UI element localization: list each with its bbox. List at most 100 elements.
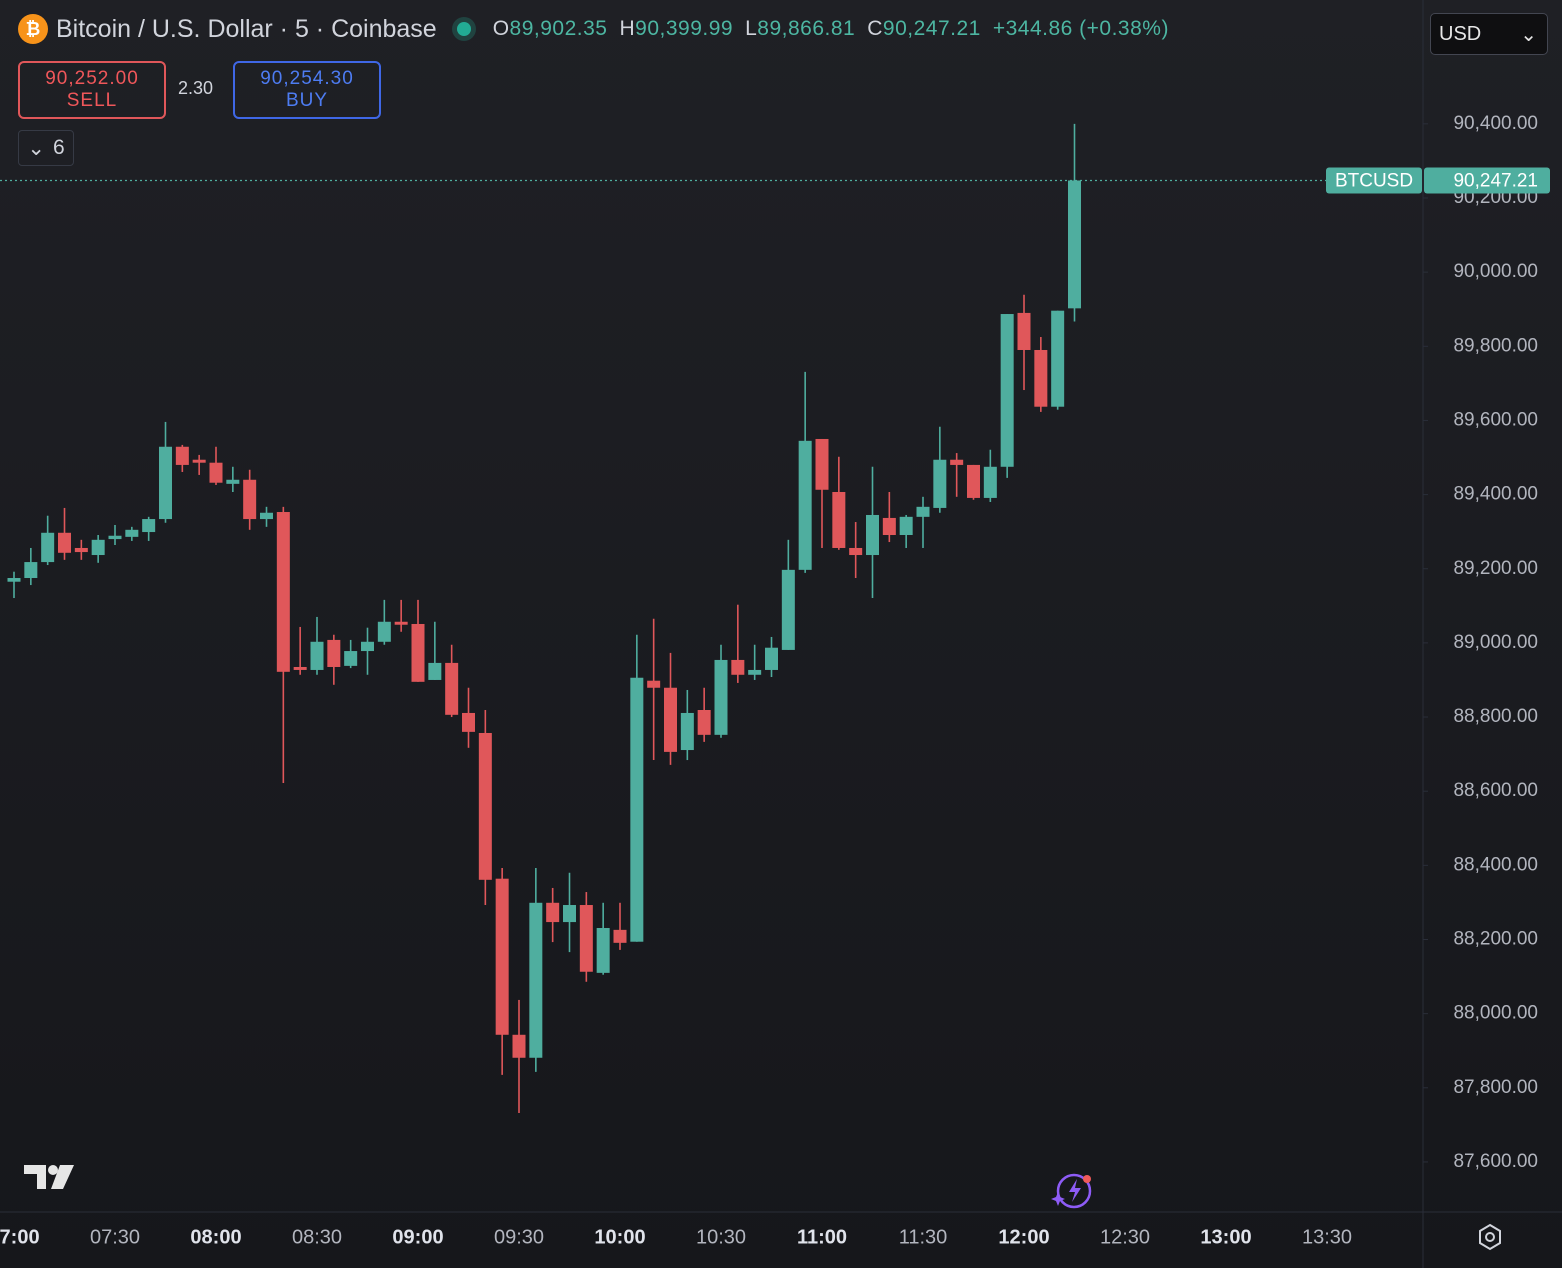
x-tick-label: 12:30 (1100, 1226, 1150, 1248)
candle-body (125, 529, 139, 537)
x-tick-label: 08:30 (292, 1226, 342, 1248)
candle-body (91, 539, 105, 556)
y-axis: 87,600.00 87,800.00 88,000.00 88,200.00 88,4… (1423, 113, 1538, 1172)
candle-body (428, 662, 442, 680)
y-tick-label: 89,200.00 (1453, 558, 1538, 579)
buy-button[interactable]: 90,254.30 BUY (233, 61, 381, 119)
candle-body (445, 662, 459, 715)
candle-body (579, 905, 593, 972)
x-tick-label: 08:00 (190, 1226, 241, 1248)
ohlc-value: 89,902.35 (509, 17, 608, 40)
candle-body (1000, 314, 1014, 467)
candle-body (933, 459, 947, 508)
candle-body (664, 687, 677, 752)
buy-price: 90,254.30 (260, 68, 354, 89)
ohlc-value: 89,866.81 (757, 17, 856, 40)
candle-body (680, 712, 694, 751)
y-tick-label: 88,000.00 (1453, 1003, 1538, 1024)
x-tick-label: 11:30 (899, 1226, 948, 1248)
coin-icon: ₿ (18, 14, 48, 44)
candle-body (731, 659, 745, 675)
x-tick-label: 09:00 (392, 1226, 443, 1248)
candle-body (226, 479, 240, 484)
price-line: BTCUSD 90,247.21 (0, 167, 1550, 194)
ohlc-close: C90,247.21 (867, 17, 981, 41)
ohlc-key: H (619, 17, 636, 40)
candle-body (462, 712, 475, 732)
candle-body (276, 512, 290, 672)
candle-body (781, 569, 795, 650)
candle-body (899, 516, 913, 536)
symbol-tag (1326, 167, 1422, 194)
candle-body (1017, 312, 1031, 350)
candle-body (377, 621, 391, 642)
x-axis: 07:00 07:30 08:00 08:30 09:00 09:30 10:00 10:30… (0, 1226, 1352, 1248)
candle-body (815, 438, 829, 490)
currency: USD (1439, 22, 1482, 45)
ohlc-key: L (745, 17, 758, 40)
candle-body (361, 641, 374, 652)
indicator-toggle[interactable]: ⌄ 6 (18, 130, 74, 166)
candle-body (293, 666, 307, 670)
sell-button[interactable]: 90,252.00 SELL (18, 61, 166, 119)
candle-body (175, 446, 189, 465)
candle-body (832, 491, 846, 548)
ohlc-low: L89,866.81 (745, 17, 855, 41)
price-tag (1424, 167, 1550, 194)
candle-body (882, 517, 896, 536)
candle-body (849, 547, 863, 556)
candle-body (596, 928, 610, 973)
y-tick-label: 88,600.00 (1453, 780, 1538, 801)
candle-body (714, 659, 728, 735)
candle-body (310, 641, 324, 670)
candle-body (563, 905, 576, 923)
y-tick-label: 89,800.00 (1453, 335, 1538, 356)
spread: 2.30 (178, 78, 214, 98)
candle-body (394, 621, 408, 625)
price-tag-label: 90,247.21 (1453, 170, 1538, 191)
candle-body (916, 506, 930, 517)
y-tick-label: 87,800.00 (1453, 1077, 1538, 1098)
candle-body (495, 878, 509, 1035)
change: +344.86 (+0.38%) (992, 17, 1169, 40)
candle-body (142, 519, 156, 533)
currency-select[interactable]: USD ⌄ (1430, 13, 1548, 55)
symbol-title: Bitcoin / U.S. Dollar · 5 · Coinbase (56, 14, 437, 43)
ohlc-value: 90,399.99 (635, 17, 734, 40)
x-tick-label: 07:30 (90, 1226, 140, 1248)
header: ₿ Bitcoin / U.S. Dollar · 5 · Coinbase O… (18, 14, 1169, 44)
y-tick-label: 88,200.00 (1453, 929, 1538, 950)
candle-body (630, 677, 644, 942)
candle-body (866, 514, 879, 556)
candle-body (192, 459, 206, 463)
x-tick-label: 13:30 (1302, 1226, 1352, 1248)
candle-body (7, 578, 21, 582)
sell-label: SELL (66, 90, 118, 111)
candle-body (108, 535, 122, 540)
y-tick-label: 90,000.00 (1453, 261, 1538, 282)
candle-body (765, 647, 778, 670)
x-tick-label: 09:30 (494, 1226, 544, 1248)
candle-body (798, 440, 812, 570)
assistant-icon[interactable] (1051, 1173, 1092, 1209)
symbol-tag-label: BTCUSD (1335, 170, 1413, 191)
dropdown-arrow: ⌄ (1520, 23, 1537, 46)
candle-body (159, 446, 172, 520)
candle-body (546, 902, 560, 923)
candle-body (58, 532, 71, 553)
y-tick-label: 90,400.00 (1453, 113, 1538, 134)
candle-body (697, 709, 711, 735)
candle-body (983, 466, 997, 498)
candle-body (1068, 180, 1081, 309)
candle-body (24, 562, 38, 579)
candle-body (243, 479, 257, 520)
settings-icon[interactable] (1479, 1223, 1501, 1251)
x-tick-label: 11:00 (797, 1226, 847, 1248)
candle-body (647, 680, 661, 688)
candle-body (209, 462, 223, 483)
candle-body (1034, 349, 1048, 407)
ohlc-value: 90,247.21 (882, 17, 981, 40)
candle-body (260, 512, 273, 520)
